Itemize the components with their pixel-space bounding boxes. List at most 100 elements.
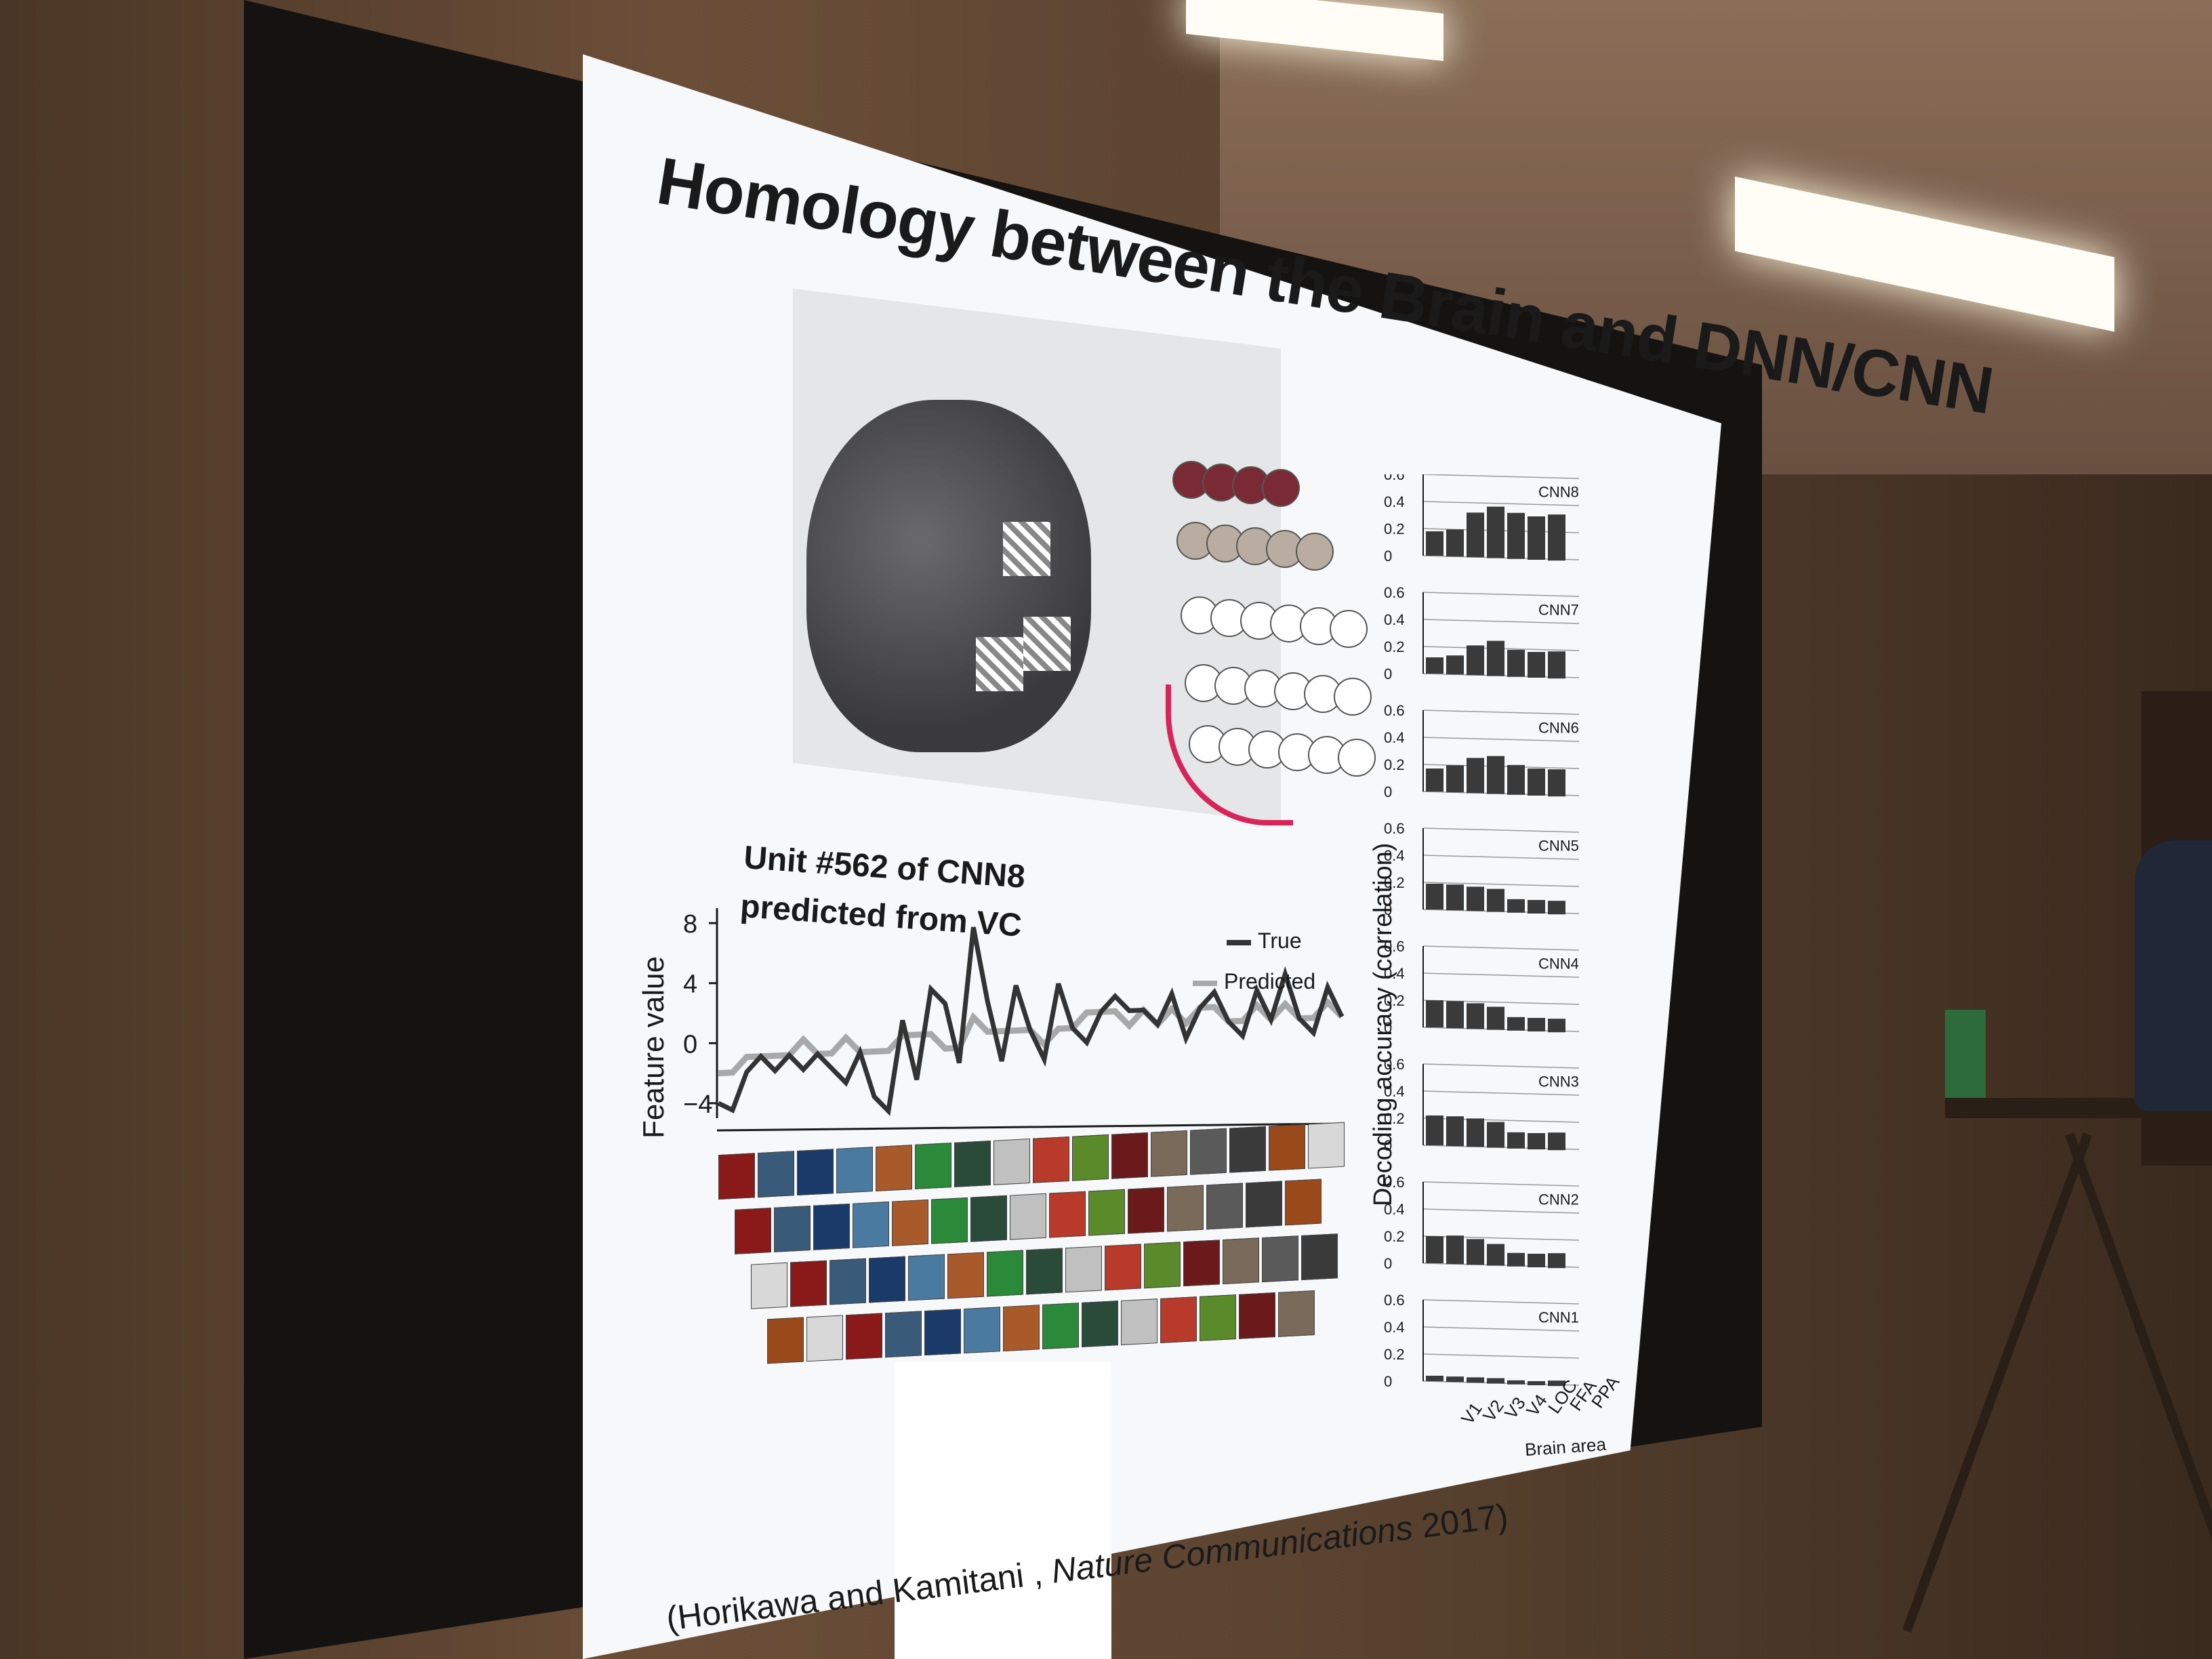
panel-label: CNN3 bbox=[1538, 1073, 1579, 1090]
green-bottle bbox=[1945, 1010, 1986, 1098]
stimulus-image bbox=[1262, 1235, 1298, 1283]
stimulus-image bbox=[1308, 1122, 1345, 1169]
stimulus-image bbox=[1239, 1292, 1275, 1339]
stimulus-image bbox=[767, 1317, 804, 1364]
bar bbox=[1528, 1381, 1545, 1385]
bar bbox=[1487, 756, 1504, 794]
panel-label: CNN6 bbox=[1538, 720, 1579, 737]
stimulus-image bbox=[1229, 1126, 1266, 1173]
stimulus-image bbox=[830, 1258, 866, 1305]
y-tick-label: 0.2 bbox=[1384, 756, 1405, 773]
stimulus-image bbox=[915, 1143, 951, 1189]
y-tick-label: 0.4 bbox=[1384, 1083, 1405, 1100]
stimulus-image bbox=[1151, 1130, 1187, 1177]
bar bbox=[1507, 1132, 1525, 1149]
bar bbox=[1528, 1018, 1545, 1031]
bar bbox=[1426, 657, 1443, 674]
legend-predicted-label: Predicted bbox=[1224, 969, 1316, 994]
stimulus-image bbox=[853, 1201, 889, 1248]
bar bbox=[1487, 1244, 1504, 1266]
stimulus-image bbox=[1010, 1193, 1046, 1240]
bar-panel-cnn5: 0.6 0.4 0.2 0 CNN5 bbox=[1384, 820, 1580, 918]
stimulus-image bbox=[1033, 1136, 1069, 1183]
y-tick-label: 0.2 bbox=[1384, 638, 1405, 655]
y-tick-label: 8 bbox=[683, 910, 697, 939]
feature-line-chart: 8 4 0 −4 bbox=[683, 908, 1345, 1132]
bar bbox=[1487, 1378, 1504, 1384]
gridline bbox=[1422, 710, 1580, 715]
bar-panel-cnn7: 0.6 0.4 0.2 0 CNN7 bbox=[1384, 584, 1580, 682]
stimulus-image bbox=[876, 1145, 912, 1191]
bar-panel-cnn8: 0.6 0.4 0.2 0 CNN8 bbox=[1384, 474, 1580, 565]
bar bbox=[1487, 1006, 1504, 1030]
gridline bbox=[1422, 1326, 1580, 1332]
y-tick-label: 0.6 bbox=[1384, 938, 1405, 955]
gridline bbox=[1422, 827, 1580, 833]
stimulus-image bbox=[1269, 1124, 1305, 1171]
y-tick-label: 0.2 bbox=[1384, 874, 1405, 891]
stimulus-image bbox=[1082, 1300, 1118, 1348]
bar bbox=[1446, 529, 1464, 557]
bar bbox=[1467, 1377, 1484, 1383]
stimulus-image bbox=[1128, 1187, 1164, 1234]
decoding-bar-charts: 0.6 0.4 0.2 0 CNN8 0.6 0.4 0.2 0 CNN7 0.6 0.4 0.2 0 CN… bbox=[1384, 474, 1580, 1390]
panel-label: CNN5 bbox=[1538, 838, 1579, 855]
y-tick-label: 0.2 bbox=[1384, 1346, 1405, 1363]
stimulus-image bbox=[1088, 1189, 1125, 1236]
bar bbox=[1446, 765, 1464, 793]
bar-panel-cnn1: 0.6 0.4 0.2 0 CNN1 bbox=[1384, 1292, 1580, 1390]
gridline bbox=[1422, 1063, 1580, 1069]
y-tick-label: 0.2 bbox=[1384, 992, 1405, 1009]
bar bbox=[1528, 1254, 1545, 1267]
bar bbox=[1446, 1001, 1464, 1029]
y-tick-label: −4 bbox=[683, 1090, 712, 1119]
stimulus-image bbox=[924, 1309, 961, 1356]
gridline bbox=[1422, 592, 1580, 597]
stimulus-image bbox=[987, 1250, 1023, 1297]
stimulus-image bbox=[1200, 1294, 1236, 1341]
network-node bbox=[1262, 469, 1300, 507]
stimulus-image bbox=[735, 1208, 771, 1254]
bar bbox=[1548, 769, 1565, 797]
network-node bbox=[1296, 533, 1334, 571]
y-tick-label: 0.6 bbox=[1384, 584, 1405, 601]
bar bbox=[1548, 1019, 1565, 1033]
stimulus-image bbox=[1167, 1185, 1204, 1232]
stimulus-image bbox=[1183, 1240, 1220, 1287]
network-node bbox=[1334, 678, 1372, 716]
y-tick-label: 0 bbox=[1384, 1373, 1392, 1390]
bar bbox=[1548, 651, 1565, 679]
bar bbox=[1467, 1118, 1484, 1147]
bar bbox=[1507, 1252, 1525, 1267]
stimulus-image bbox=[1065, 1246, 1102, 1293]
stimulus-image bbox=[1121, 1298, 1158, 1345]
stimulus-image bbox=[758, 1151, 794, 1198]
stimulus-image bbox=[1285, 1179, 1322, 1226]
stimulus-image bbox=[813, 1203, 850, 1250]
stimulus-image bbox=[797, 1149, 834, 1196]
bar bbox=[1426, 1236, 1443, 1263]
network-node bbox=[1330, 610, 1368, 648]
stimulus-image bbox=[954, 1141, 991, 1187]
y-tick-label: 0.6 bbox=[1384, 1292, 1405, 1309]
voxel-patch bbox=[1003, 522, 1050, 576]
y-tick-label: 0 bbox=[1384, 1019, 1392, 1036]
stimulus-image bbox=[1105, 1244, 1141, 1291]
bar bbox=[1446, 1376, 1464, 1382]
bar bbox=[1548, 1380, 1565, 1387]
panel-label: CNN7 bbox=[1538, 602, 1579, 619]
bar bbox=[1467, 886, 1484, 912]
y-tick-label: 0 bbox=[1384, 1137, 1392, 1154]
panel-label: CNN8 bbox=[1538, 484, 1579, 501]
bar bbox=[1446, 884, 1464, 911]
bar bbox=[1548, 1253, 1565, 1269]
y-tick-label: 0.6 bbox=[1384, 820, 1405, 837]
bar bbox=[1528, 516, 1545, 560]
voxel-patch bbox=[976, 637, 1023, 691]
stimulus-image bbox=[1026, 1248, 1063, 1295]
y-tick-label: 0.6 bbox=[1384, 474, 1405, 483]
bar bbox=[1548, 514, 1565, 561]
y-tick-label: 0.4 bbox=[1384, 1319, 1405, 1336]
bar bbox=[1426, 1115, 1443, 1145]
y-tick-label: 0 bbox=[1384, 548, 1392, 565]
